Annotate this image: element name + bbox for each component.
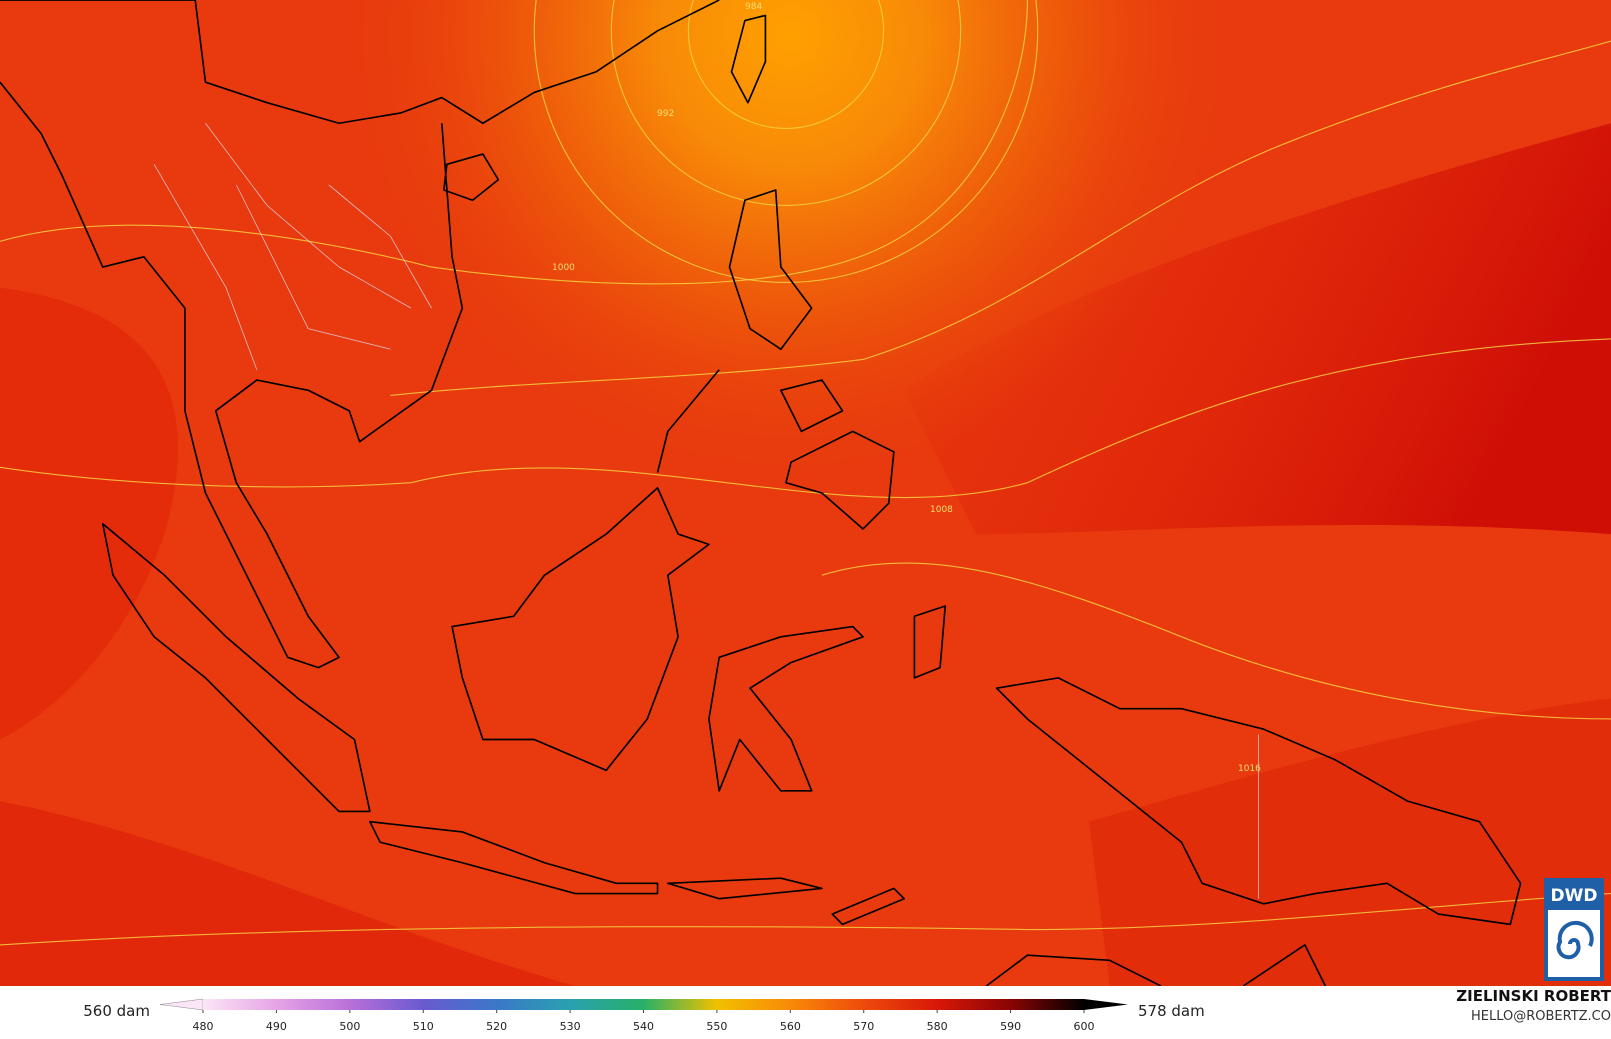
logo-text: DWD bbox=[1551, 886, 1598, 906]
colorbar-tick-label: 490 bbox=[266, 1020, 287, 1033]
colorbar-tick-label: 550 bbox=[706, 1020, 727, 1033]
isobar-labels: 984 992 1000 1008 1016 bbox=[552, 2, 1261, 774]
isobar-label: 992 bbox=[657, 109, 674, 119]
colorbar-tick-label: 500 bbox=[339, 1020, 360, 1033]
colorbar-tick-label: 600 bbox=[1074, 1020, 1095, 1033]
coastlines bbox=[0, 0, 1522, 986]
colorbar-tick-label: 540 bbox=[633, 1020, 654, 1033]
colorbar-tick-label: 530 bbox=[560, 1020, 581, 1033]
colorbar: 480 490 500 510 520 530 540 550 560 570 580 590 600 bbox=[159, 998, 1128, 1033]
email: HELLO@ROBERTZ.CO bbox=[1471, 1009, 1611, 1024]
author: ZIELINSKI ROBERT bbox=[1456, 987, 1611, 1005]
colorbar-tick-label: 580 bbox=[927, 1020, 948, 1033]
dwd-logo: DWD bbox=[1544, 878, 1604, 981]
colorbar-arrow bbox=[1084, 999, 1128, 1010]
colorbar-min-label: 560 dam bbox=[83, 1002, 150, 1020]
field-area bbox=[0, 0, 1611, 986]
colorbar-body bbox=[203, 999, 1084, 1010]
map bbox=[0, 0, 1611, 986]
isobars bbox=[0, 0, 1611, 946]
colorbar-tick-label: 480 bbox=[193, 1020, 214, 1033]
isobar-label: 1016 bbox=[1238, 764, 1261, 774]
colorbar-tick-label: 570 bbox=[853, 1020, 874, 1033]
colorbar-tick-label: 590 bbox=[1000, 1020, 1021, 1033]
colorbar-tick-label: 560 bbox=[780, 1020, 801, 1033]
isobar-label: 984 bbox=[745, 2, 762, 12]
colorbar-tick-label: 510 bbox=[413, 1020, 434, 1033]
colorbar-tick-label: 520 bbox=[486, 1020, 507, 1033]
isobar-label: 1008 bbox=[930, 505, 953, 515]
colorbar-arrow bbox=[159, 998, 204, 1011]
colorbar-max-label: 578 dam bbox=[1138, 1002, 1205, 1020]
isobar-label: 1000 bbox=[552, 263, 575, 273]
